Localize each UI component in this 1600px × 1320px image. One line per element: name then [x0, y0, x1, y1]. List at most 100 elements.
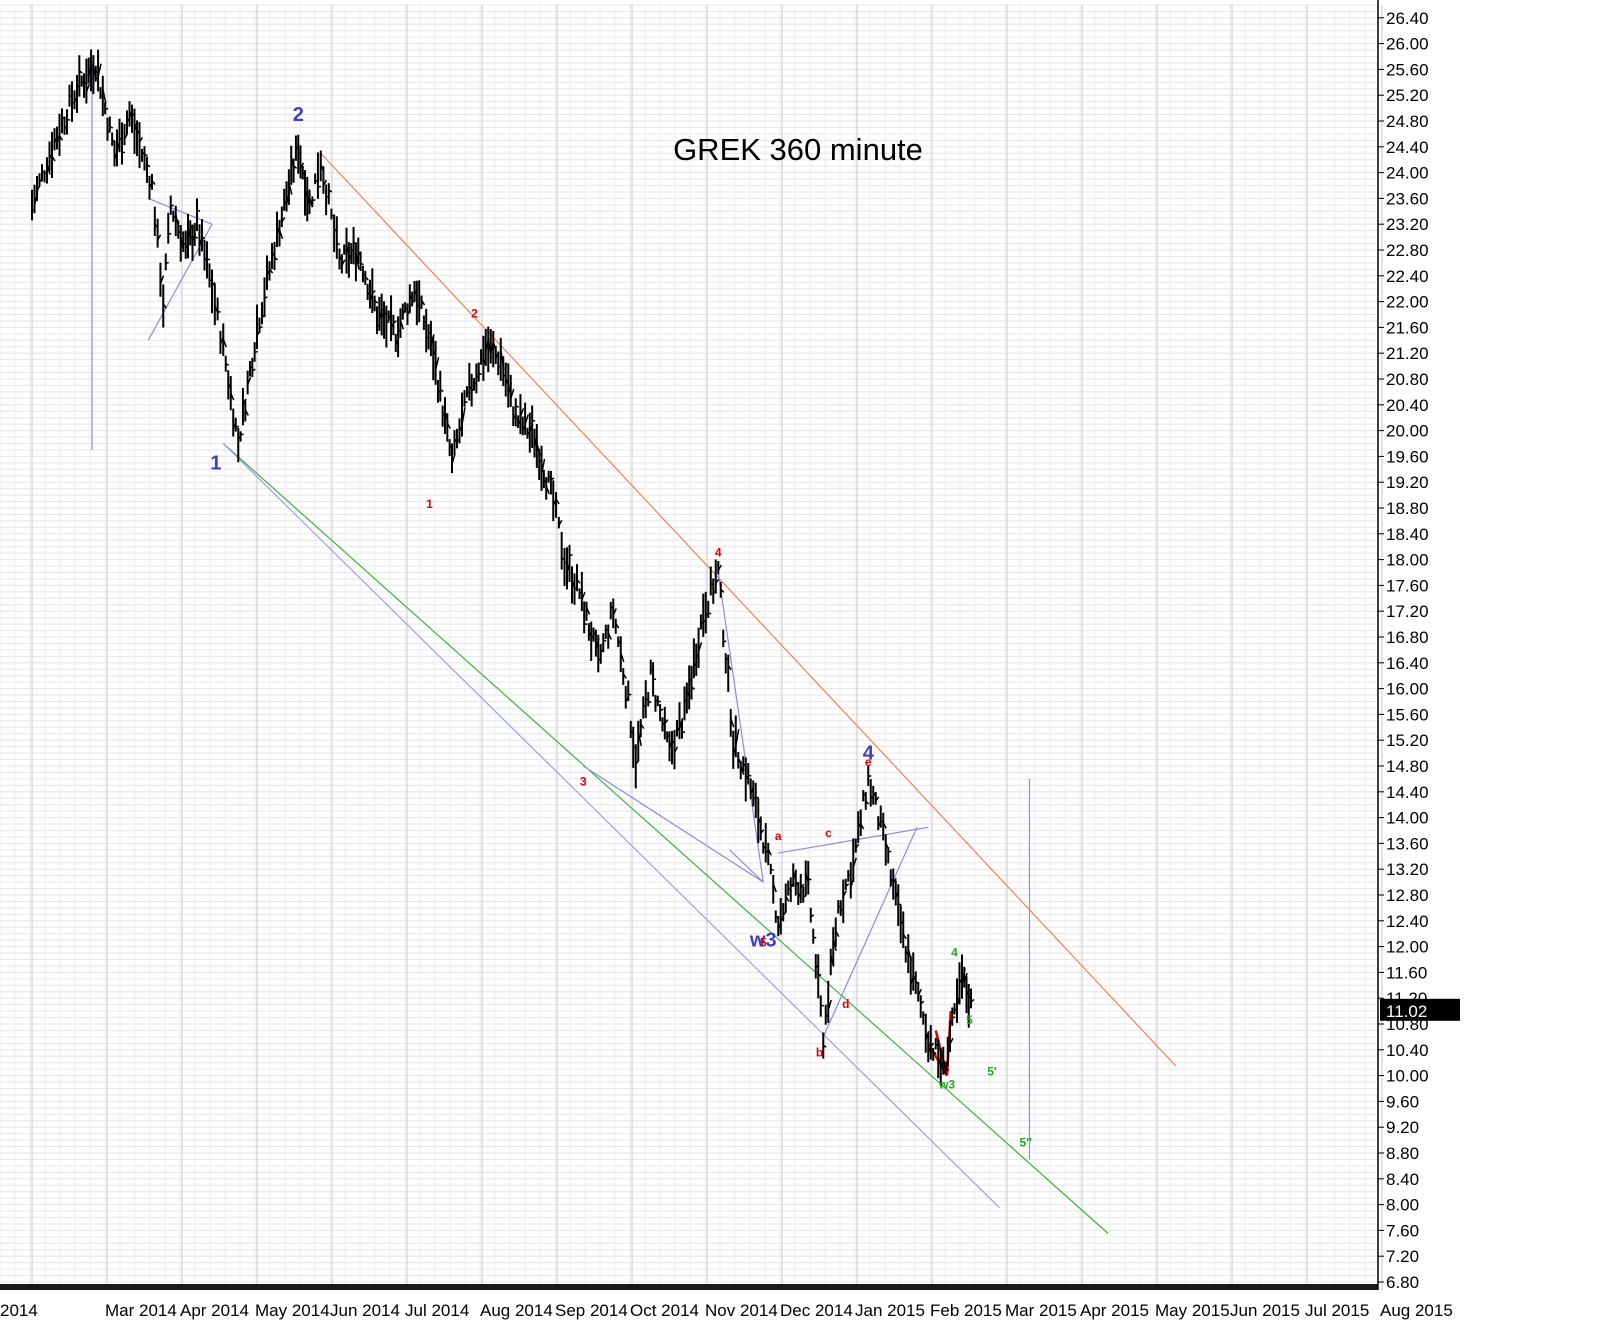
wave-label: 2 — [471, 307, 478, 321]
wave-label: w3 — [938, 1078, 955, 1092]
x-tick-label: Nov 2014 — [705, 1301, 778, 1320]
trend-line — [582, 765, 764, 883]
grid-layer — [0, 4, 1383, 1290]
y-tick-label: 21.60 — [1386, 318, 1429, 337]
price-bar-tick — [264, 296, 268, 299]
price-bar-tick — [420, 299, 426, 306]
price-bar-tick — [622, 673, 627, 679]
price-bar-tick — [585, 606, 591, 615]
y-tick-label: 8.40 — [1386, 1170, 1419, 1189]
price-bar-tick — [392, 320, 397, 324]
price-bar-tick — [845, 883, 850, 887]
wave-label: 3 — [580, 774, 587, 788]
price-bar-tick — [322, 179, 328, 186]
y-tick-label: 22.40 — [1386, 267, 1429, 286]
y-tick-label: 7.60 — [1386, 1221, 1419, 1240]
price-bar-tick — [123, 133, 129, 140]
y-tick-label: 6.80 — [1386, 1273, 1419, 1292]
price-bar-tick — [615, 622, 620, 629]
price-bar-tick — [648, 700, 652, 704]
x-tick-label: May 2015 — [1155, 1301, 1230, 1320]
price-bar-tick — [800, 883, 805, 889]
price-bar-tick — [519, 408, 525, 417]
price-bar-tick — [288, 182, 293, 195]
y-tick-label: 12.00 — [1386, 938, 1429, 957]
y-tick-label: 10.40 — [1386, 1041, 1429, 1060]
y-tick-label: 16.00 — [1386, 680, 1429, 699]
price-bar-tick — [39, 179, 43, 183]
price-bar-tick — [478, 372, 482, 376]
x-tick-label: Aug 2015 — [1380, 1301, 1453, 1320]
price-bar-tick — [782, 911, 787, 916]
trend-line — [717, 572, 764, 883]
price-bar-tick — [715, 578, 720, 584]
y-tick-label: 11.60 — [1386, 963, 1427, 982]
x-tick-label: Feb 2015 — [930, 1301, 1002, 1320]
price-bar-tick — [240, 433, 244, 436]
price-bar-tick — [584, 622, 588, 626]
price-bar-tick — [299, 162, 305, 170]
y-tick-label: 13.20 — [1386, 860, 1429, 879]
price-bar-tick — [612, 608, 617, 616]
price-bar-tick — [576, 579, 581, 584]
x-tick-label: Aug 2014 — [480, 1301, 553, 1320]
price-bar-tick — [328, 189, 333, 193]
price-bar-tick — [970, 998, 975, 1003]
price-bar-tick — [540, 458, 546, 475]
wave-label: 2 — [293, 104, 304, 126]
price-bar-tick — [244, 409, 249, 416]
last-price-label: 11.02 — [1386, 1002, 1427, 1021]
price-bar-tick — [273, 256, 279, 261]
y-tick-label: 15.20 — [1386, 731, 1429, 750]
price-bar-tick — [278, 229, 284, 240]
x-tick-label: Jun 2015 — [1230, 1301, 1300, 1320]
y-tick-label: 10.00 — [1386, 1067, 1429, 1086]
wave-label: 4 — [715, 545, 722, 559]
price-bar-tick — [170, 204, 174, 207]
y-tick-label: 24.00 — [1386, 164, 1429, 183]
price-bar-tick — [434, 357, 440, 371]
price-bar-tick — [772, 883, 777, 893]
price-bar-tick — [550, 477, 555, 481]
wave-label: b — [816, 1045, 823, 1059]
price-bar-tick — [165, 261, 169, 264]
trend-line — [822, 827, 918, 1038]
price-bar-tick — [524, 414, 529, 425]
x-tick-label: Mar 2015 — [1005, 1301, 1077, 1320]
price-bar-tick — [146, 164, 151, 168]
y-tick-label: 25.60 — [1386, 60, 1429, 79]
price-bar-tick — [246, 376, 252, 386]
price-bar-tick — [767, 848, 772, 856]
price-bar-tick — [875, 796, 880, 802]
price-bar-tick — [558, 519, 563, 526]
price-bar-tick — [930, 1042, 935, 1048]
y-tick-label: 20.80 — [1386, 370, 1429, 389]
trend-line — [222, 443, 1000, 1209]
price-bar-tick — [162, 303, 167, 309]
price-bar-tick — [730, 718, 735, 728]
y-tick-label: 14.40 — [1386, 783, 1429, 802]
price-bar-tick — [603, 639, 607, 642]
price-bar-tick — [770, 868, 774, 871]
x-tick-label: Sep 2014 — [555, 1301, 628, 1320]
wave-label: d — [842, 997, 849, 1011]
price-bar-tick — [312, 199, 316, 202]
price-bar-tick — [58, 135, 64, 141]
wave-label: a — [775, 829, 782, 843]
y-tick-label: 26.00 — [1386, 35, 1429, 54]
y-tick-label: 20.40 — [1386, 396, 1429, 415]
price-bar-tick — [807, 877, 812, 881]
price-bar-tick — [720, 588, 725, 593]
trend-lines-layer — [91, 62, 1177, 1235]
price-bar-tick — [717, 564, 722, 571]
price-bar-tick — [697, 642, 703, 652]
price-bar-tick — [640, 723, 645, 729]
price-bar-tick — [659, 708, 664, 712]
y-tick-label: 9.20 — [1386, 1118, 1419, 1137]
y-tick-label: 22.00 — [1386, 293, 1429, 312]
x-tick-label: Apr 2015 — [1080, 1301, 1149, 1320]
price-bar-tick — [581, 591, 586, 601]
last-price-box — [1380, 998, 1460, 1021]
